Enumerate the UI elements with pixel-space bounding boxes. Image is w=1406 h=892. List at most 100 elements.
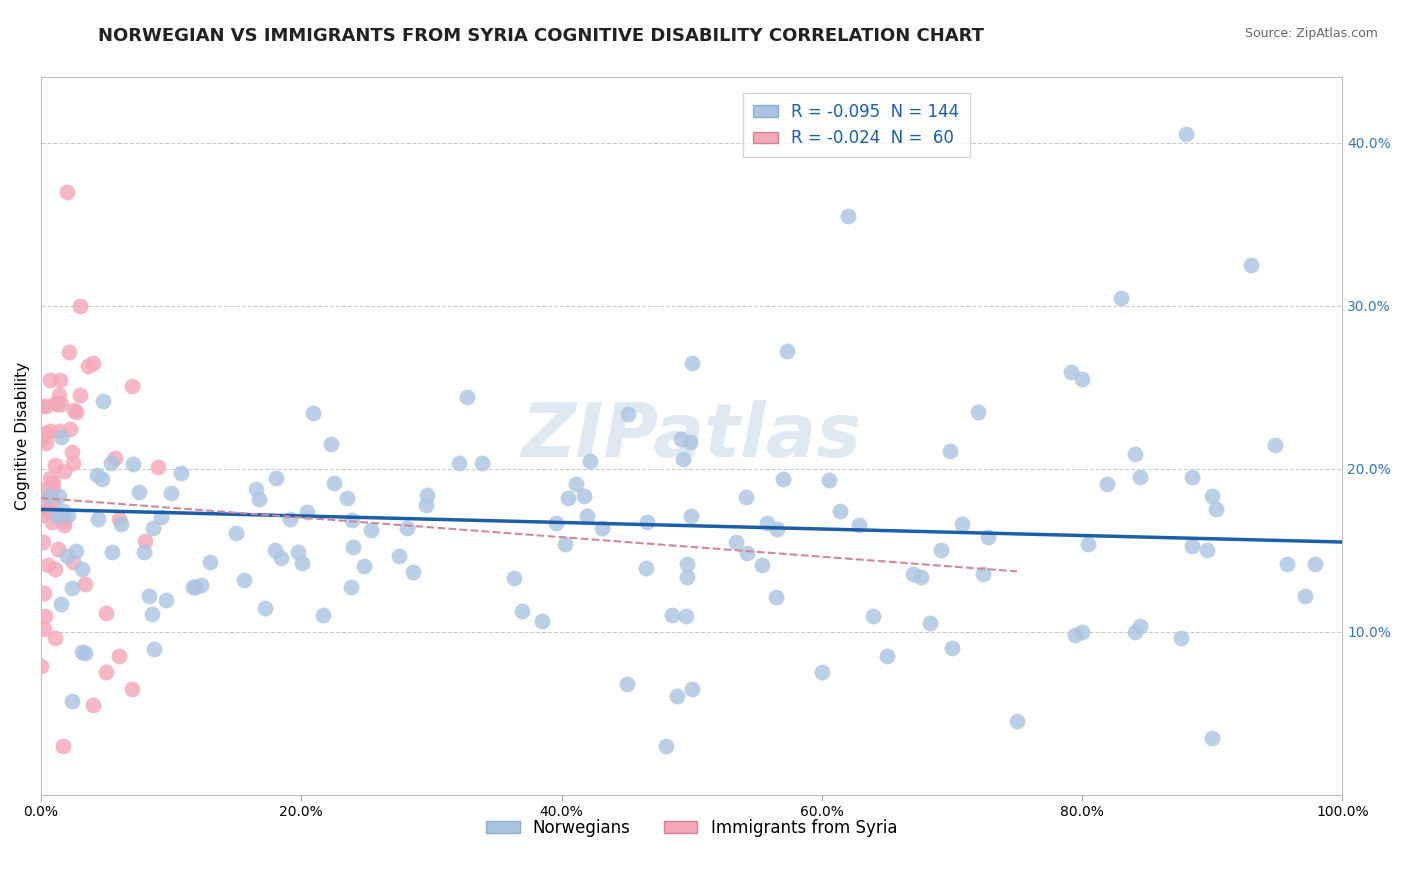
Point bbox=[564, 477, 586, 491]
Point bbox=[44, 458, 66, 472]
Point bbox=[291, 556, 314, 570]
Point bbox=[910, 570, 932, 584]
Point bbox=[1123, 447, 1146, 461]
Point bbox=[591, 521, 613, 535]
Point bbox=[44, 631, 66, 645]
Point bbox=[616, 677, 638, 691]
Point bbox=[572, 489, 595, 503]
Point bbox=[52, 514, 75, 528]
Point bbox=[34, 608, 56, 623]
Point bbox=[1060, 365, 1083, 379]
Point bbox=[950, 516, 973, 531]
Point bbox=[724, 534, 747, 549]
Point bbox=[46, 542, 69, 557]
Point bbox=[35, 435, 58, 450]
Point bbox=[1264, 438, 1286, 452]
Point bbox=[233, 574, 256, 588]
Point bbox=[456, 390, 478, 404]
Point bbox=[63, 402, 86, 417]
Point bbox=[142, 642, 165, 657]
Point bbox=[636, 515, 658, 529]
Point bbox=[35, 425, 58, 440]
Point bbox=[138, 589, 160, 603]
Point bbox=[49, 597, 72, 611]
Text: Source: ZipAtlas.com: Source: ZipAtlas.com bbox=[1244, 27, 1378, 40]
Point bbox=[35, 399, 58, 413]
Point bbox=[198, 555, 221, 569]
Point bbox=[52, 739, 75, 753]
Point bbox=[48, 489, 70, 503]
Point bbox=[941, 640, 963, 655]
Point bbox=[148, 460, 170, 475]
Point bbox=[37, 504, 59, 518]
Point bbox=[58, 422, 80, 436]
Point bbox=[1129, 469, 1152, 483]
Point bbox=[249, 491, 271, 506]
Point bbox=[49, 396, 72, 410]
Point bbox=[69, 388, 91, 402]
Point bbox=[679, 508, 702, 523]
Point bbox=[225, 526, 247, 541]
Point bbox=[323, 476, 346, 491]
Point bbox=[810, 665, 832, 680]
Point bbox=[52, 504, 75, 518]
Point bbox=[31, 508, 53, 522]
Point bbox=[122, 457, 145, 471]
Point bbox=[91, 471, 114, 485]
Point bbox=[58, 508, 80, 523]
Point bbox=[510, 604, 533, 618]
Point bbox=[60, 694, 83, 708]
Point bbox=[65, 544, 87, 558]
Point bbox=[681, 681, 703, 696]
Point bbox=[1294, 589, 1316, 603]
Point bbox=[342, 541, 364, 555]
Point bbox=[142, 521, 165, 535]
Point bbox=[45, 508, 67, 523]
Point bbox=[52, 518, 75, 533]
Point bbox=[31, 483, 53, 497]
Point bbox=[37, 558, 59, 573]
Point bbox=[264, 471, 287, 485]
Point bbox=[141, 607, 163, 621]
Legend: Norwegians, Immigrants from Syria: Norwegians, Immigrants from Syria bbox=[479, 813, 904, 844]
Point bbox=[38, 503, 60, 517]
Point bbox=[70, 645, 93, 659]
Point bbox=[395, 521, 418, 535]
Point bbox=[38, 425, 60, 439]
Point bbox=[319, 437, 342, 451]
Point bbox=[1205, 501, 1227, 516]
Point bbox=[297, 504, 319, 518]
Point bbox=[121, 681, 143, 696]
Point bbox=[101, 545, 124, 559]
Point bbox=[665, 690, 688, 704]
Point bbox=[155, 593, 177, 607]
Point bbox=[190, 578, 212, 592]
Point bbox=[335, 491, 357, 506]
Point bbox=[1071, 372, 1094, 386]
Point bbox=[170, 467, 193, 481]
Point bbox=[579, 454, 602, 468]
Point bbox=[65, 405, 87, 419]
Point bbox=[388, 549, 411, 564]
Point bbox=[312, 607, 335, 622]
Point bbox=[253, 600, 276, 615]
Point bbox=[977, 530, 1000, 544]
Point bbox=[32, 622, 55, 636]
Point bbox=[676, 570, 699, 584]
Point bbox=[503, 570, 526, 584]
Point bbox=[60, 444, 83, 458]
Point bbox=[340, 513, 363, 527]
Point bbox=[1071, 624, 1094, 639]
Point bbox=[45, 395, 67, 409]
Point bbox=[735, 546, 758, 560]
Point bbox=[1303, 558, 1326, 572]
Point bbox=[654, 739, 676, 753]
Point bbox=[53, 464, 76, 478]
Point bbox=[734, 490, 756, 504]
Point bbox=[62, 456, 84, 470]
Text: NORWEGIAN VS IMMIGRANTS FROM SYRIA COGNITIVE DISABILITY CORRELATION CHART: NORWEGIAN VS IMMIGRANTS FROM SYRIA COGNI… bbox=[98, 27, 984, 45]
Point bbox=[672, 451, 695, 466]
Point bbox=[39, 373, 62, 387]
Point bbox=[675, 609, 697, 624]
Point bbox=[287, 545, 309, 559]
